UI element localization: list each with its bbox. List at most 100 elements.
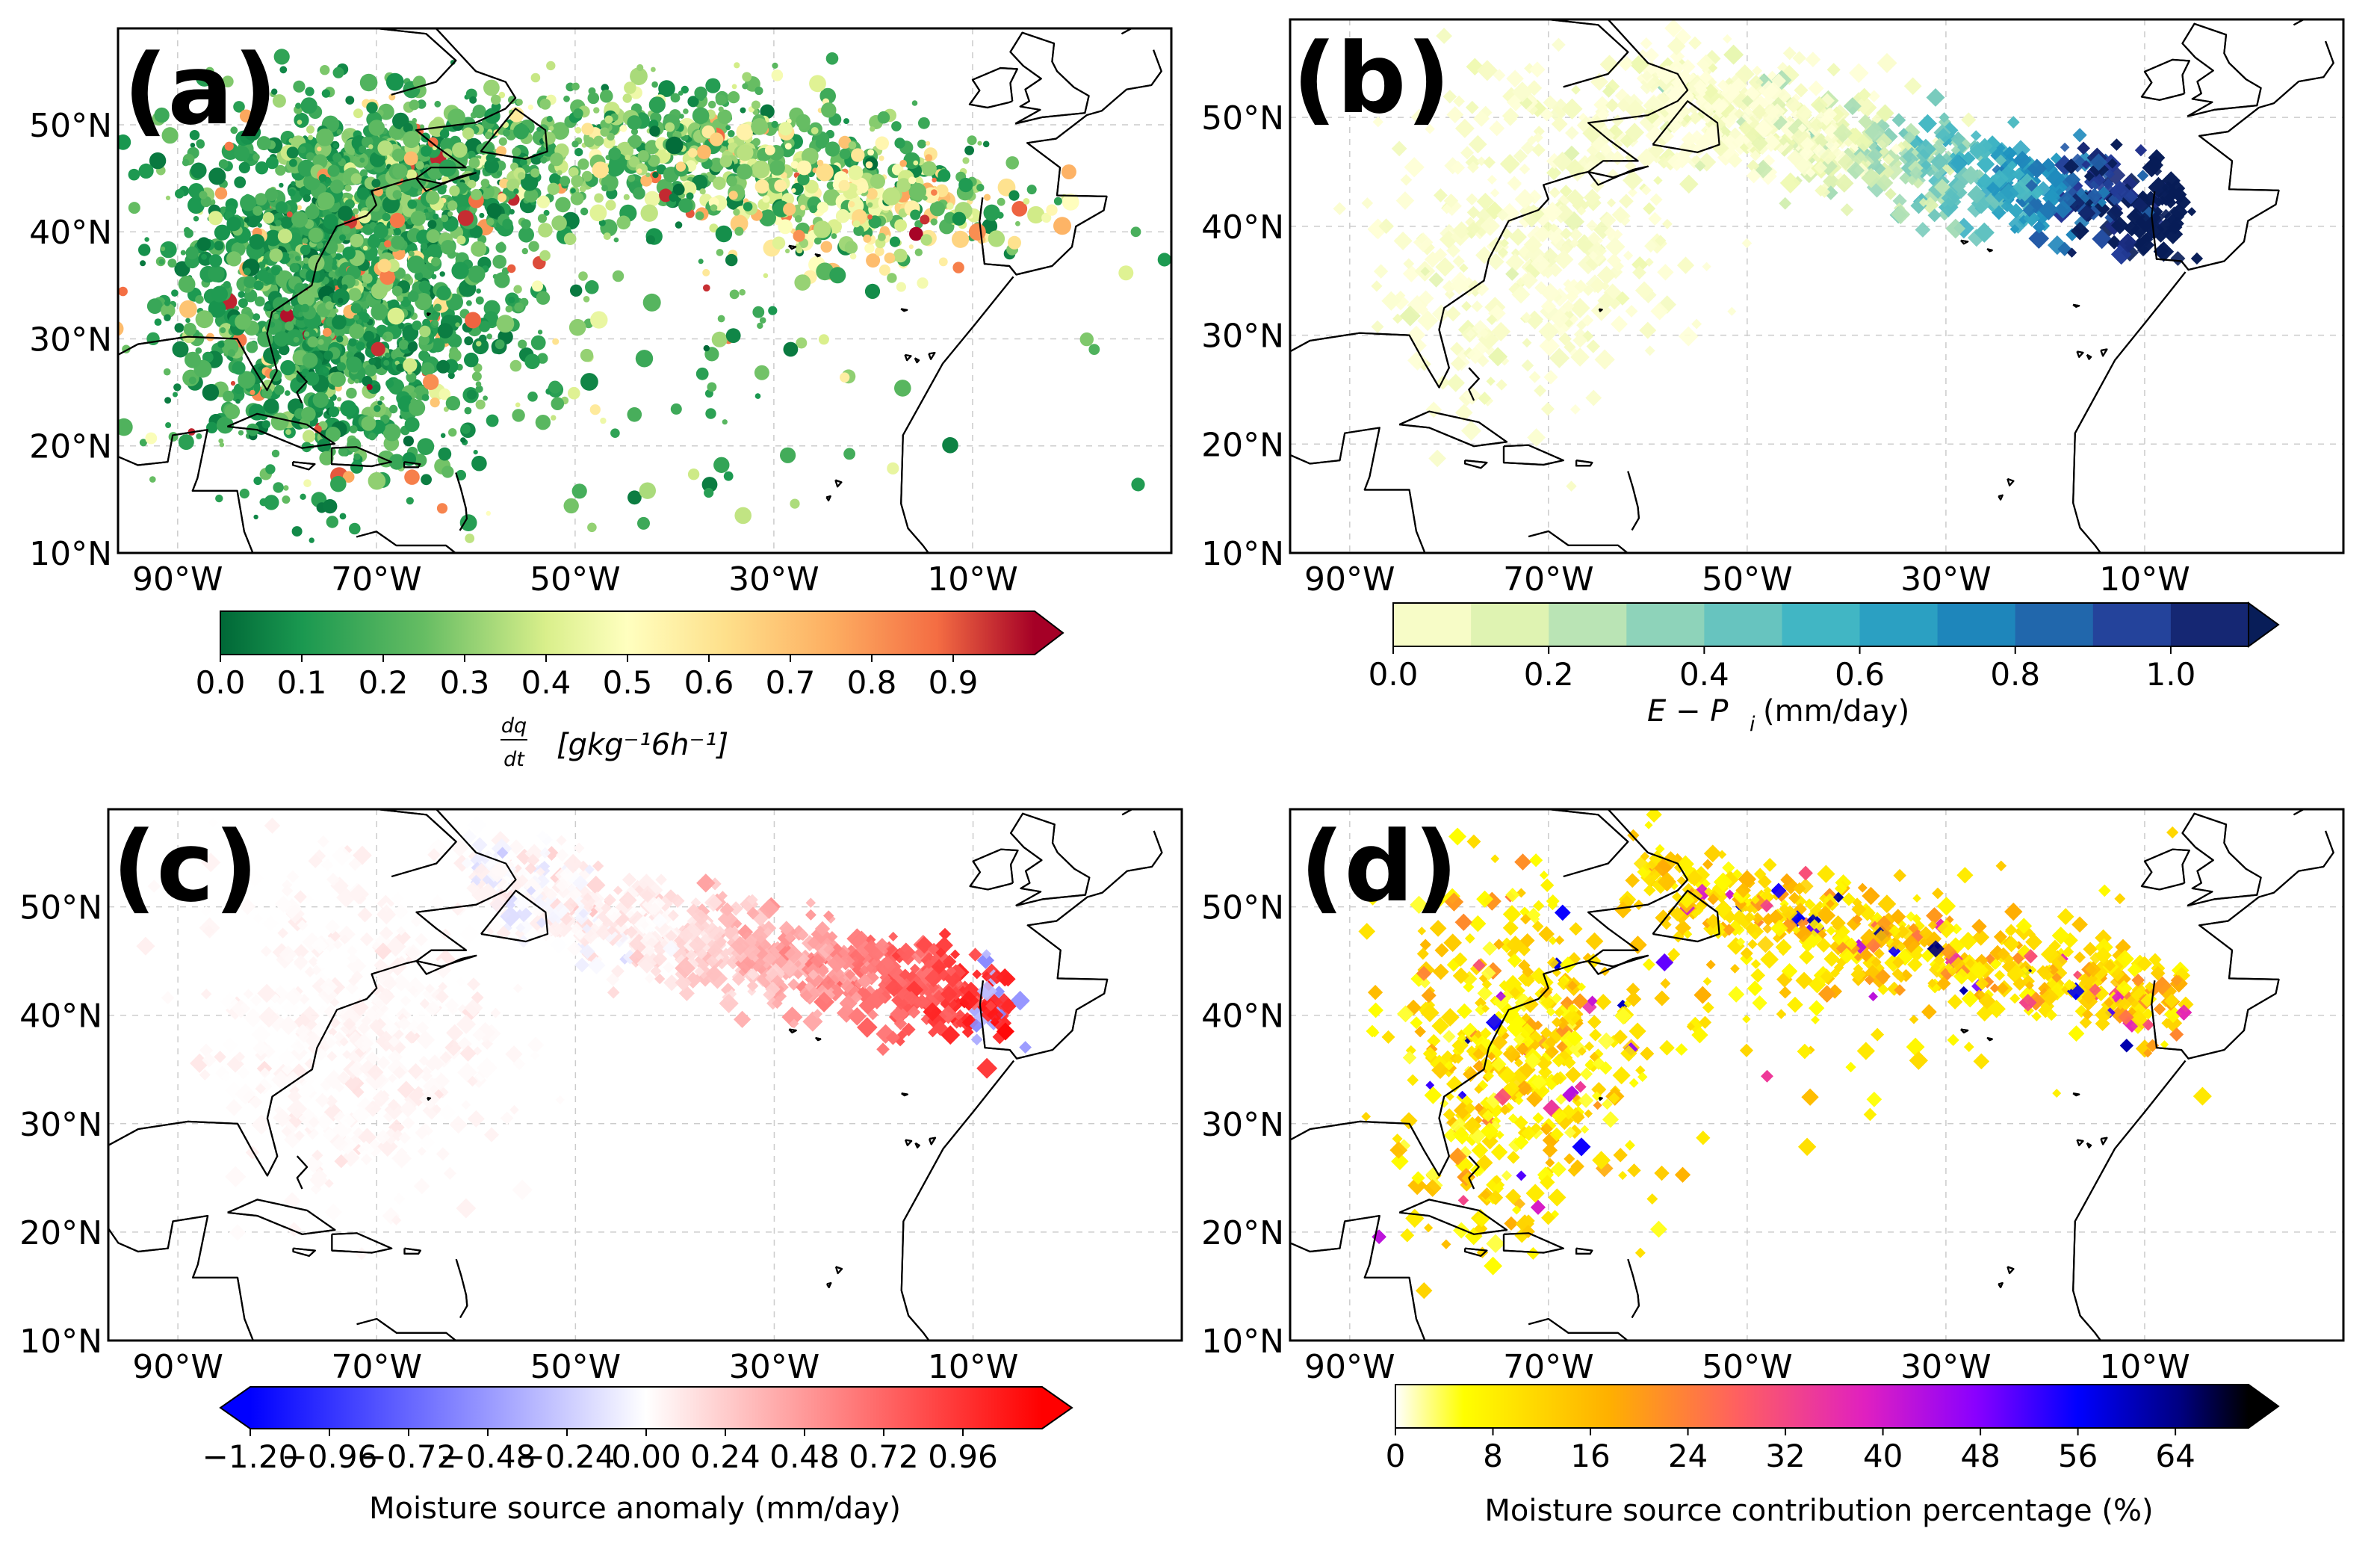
uptake-point <box>362 376 373 387</box>
field-cell <box>1576 320 1587 331</box>
uptake-point <box>253 476 262 486</box>
uptake-point <box>190 162 207 179</box>
field-cell <box>1555 203 1574 223</box>
field-cell <box>1569 404 1581 415</box>
uptake-point <box>252 205 263 216</box>
uptake-point <box>303 257 310 265</box>
uptake-point <box>962 157 970 164</box>
uptake-point <box>273 49 290 65</box>
field-cell <box>1794 83 1809 98</box>
field-cell <box>1452 221 1471 240</box>
uptake-point <box>530 72 541 83</box>
field-cell <box>1566 480 1577 492</box>
uptake-point <box>681 181 697 197</box>
field-cell <box>1571 84 1581 95</box>
field-cell <box>2012 167 2025 181</box>
field-cell <box>1451 161 1465 175</box>
uptake-point <box>238 291 245 298</box>
uptake-point <box>471 455 487 471</box>
uptake-point <box>436 359 450 374</box>
uptake-point <box>536 126 542 132</box>
uptake-point <box>389 404 398 414</box>
uptake-point <box>1053 217 1071 235</box>
field-cell <box>1796 104 1812 121</box>
uptake-point <box>438 447 452 461</box>
field-cell <box>1505 267 1519 281</box>
uptake-point <box>864 283 881 299</box>
coastline <box>2181 22 2262 117</box>
uptake-point <box>278 344 290 356</box>
uptake-point <box>486 153 495 163</box>
uptake-point <box>323 350 333 360</box>
uptake-point <box>253 514 258 520</box>
uptake-point <box>357 319 362 324</box>
uptake-point <box>202 384 220 401</box>
uptake-point <box>896 282 906 292</box>
uptake-point <box>813 220 831 238</box>
uptake-point <box>300 493 306 500</box>
uptake-point <box>273 313 279 320</box>
field-cell <box>2028 228 2049 249</box>
uptake-point <box>193 216 199 222</box>
uptake-point <box>154 318 162 326</box>
uptake-point <box>326 516 338 528</box>
uptake-point <box>976 183 985 192</box>
uptake-point <box>189 130 200 140</box>
coastline-overlay <box>376 28 457 96</box>
uptake-point <box>507 264 516 273</box>
uptake-point <box>1005 156 1019 170</box>
uptake-point <box>472 105 486 119</box>
uptake-point <box>373 223 388 239</box>
uptake-point <box>409 99 420 111</box>
field-cell <box>1425 251 1441 268</box>
uptake-point <box>875 136 890 150</box>
field-cell <box>1478 329 1499 350</box>
uptake-point <box>909 226 923 241</box>
coastline-overlay <box>403 461 421 469</box>
uptake-point <box>437 323 453 338</box>
uptake-point <box>783 202 796 216</box>
uptake-point <box>499 178 509 189</box>
field-cell <box>1995 154 2007 167</box>
uptake-point <box>627 490 642 505</box>
field-cell <box>1823 132 1836 144</box>
uptake-point <box>303 479 312 487</box>
uptake-point <box>160 246 166 252</box>
uptake-point <box>471 371 482 382</box>
uptake-point <box>305 371 320 386</box>
uptake-point <box>468 265 486 283</box>
field-cell <box>1875 174 1894 192</box>
uptake-point <box>253 280 264 291</box>
uptake-point <box>248 403 265 421</box>
field-cell <box>2134 144 2147 157</box>
uptake-point <box>259 498 268 507</box>
field-cell <box>2068 153 2087 173</box>
uptake-point <box>709 223 719 233</box>
field-cell <box>1761 133 1781 152</box>
field-cell <box>1395 191 1415 210</box>
uptake-point <box>301 406 316 422</box>
uptake-point <box>349 522 361 535</box>
uptake-point <box>736 123 753 140</box>
uptake-point <box>437 185 447 195</box>
field-cell <box>1569 297 1590 318</box>
field-cell <box>1970 130 1982 141</box>
field-cell <box>2071 221 2089 241</box>
uptake-point <box>255 161 269 175</box>
uptake-point <box>891 121 902 132</box>
uptake-point <box>288 253 294 259</box>
uptake-point <box>742 72 752 82</box>
colorbar-label-denominator: dt <box>503 748 525 771</box>
panel-a: (a) 10°N20°N30°N40°N50°N 90°W 70°W 50°W 30°… <box>29 27 1173 771</box>
field-cell <box>2092 229 2112 250</box>
uptake-point <box>704 487 714 498</box>
uptake-point <box>754 393 761 399</box>
uptake-point <box>252 153 260 161</box>
uptake-point <box>239 109 253 123</box>
uptake-point <box>878 155 884 161</box>
uptake-point <box>865 161 873 169</box>
uptake-point <box>418 334 430 346</box>
field-cell <box>1372 117 1383 128</box>
uptake-point <box>175 188 185 199</box>
uptake-point <box>917 277 929 289</box>
